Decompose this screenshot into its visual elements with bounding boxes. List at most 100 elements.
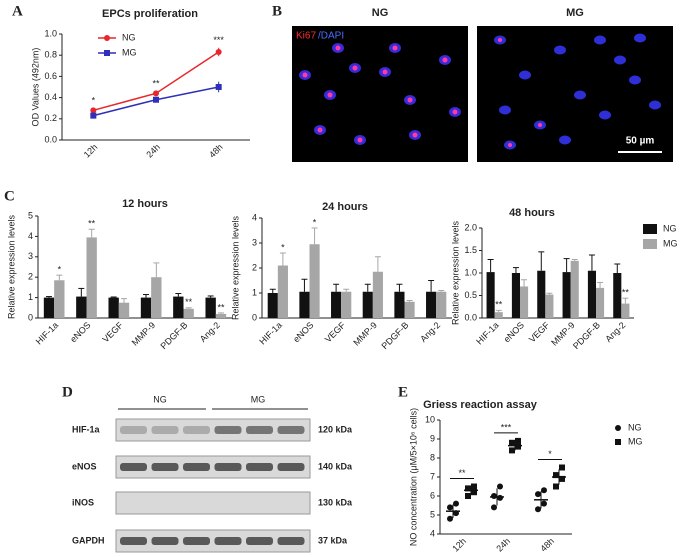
bar [118,302,130,318]
marker [553,483,559,490]
x-tick-label: eNOS [502,320,526,344]
x-tick-label: 24h [144,142,162,160]
x-tick-label: PDGF-B [571,320,602,351]
annotation: * [58,265,62,275]
annotation: * [281,242,285,252]
bar [362,291,373,318]
ki67 [508,143,512,147]
ki67 [407,97,413,103]
bar [173,296,184,318]
ki67 [327,92,333,98]
marker [535,491,541,498]
marker [541,487,547,494]
marker [615,425,621,431]
bar [613,273,622,318]
panel-label: D [62,384,73,400]
x-tick-label: MMP-9 [351,320,379,348]
legend-label: MG [663,238,678,248]
band [277,537,305,545]
y-tick-label: 0.8 [44,50,57,60]
annotation: ** [217,302,225,312]
legend-label: NG [122,32,136,42]
cells [299,33,661,150]
y-tick-label: 10 [425,414,435,424]
blot-strip [115,418,311,442]
band [120,463,147,471]
panel-label: E [398,384,408,400]
bar [511,273,520,318]
bar [140,297,152,318]
bar [215,313,227,318]
band [246,426,273,434]
legend-swatch [643,239,657,249]
y-tick-label: 8 [430,452,435,462]
y-tick-label: 2 [28,272,33,282]
y-tick-label: 0.2 [44,113,57,123]
bar [426,291,437,318]
bar [562,272,571,318]
marker [497,483,503,490]
band [183,537,210,545]
bar [520,286,529,318]
nucleus [634,33,646,43]
band [151,537,179,545]
bar [205,297,216,318]
annotation: ** [495,300,503,310]
nucleus [629,75,641,85]
y-tick-label: 5 [430,509,435,519]
y-tick-label: 3 [28,251,33,261]
bar [183,308,194,318]
marker [465,485,471,492]
image-label: MG [566,7,584,19]
row-label: eNOS [72,461,97,471]
x-tick-label: Ang-2 [603,320,627,344]
bar [331,291,342,318]
x-tick-label: HIF-1a [474,320,501,347]
marker [615,439,621,445]
stain-label: Ki67 [296,31,316,42]
ki67 [357,137,363,143]
nucleus [599,110,611,120]
y-axis-label: OD Values (492nm) [30,48,40,127]
size-label: 120 kDa [318,424,353,434]
y-tick-label: 9 [430,433,435,443]
marker [491,504,497,511]
ki67 [382,69,388,75]
nucleus [554,45,566,55]
bar [76,296,87,318]
y-tick-label: 4 [28,231,33,241]
annotation: ** [88,219,96,229]
ki67 [317,127,323,133]
marker [509,447,515,454]
band [120,426,147,434]
marker [453,500,459,507]
x-tick-label: 48h [207,142,225,160]
nucleus [574,90,586,100]
annotation: ** [152,79,160,89]
y-tick-label: 4 [252,212,257,222]
marker [465,493,471,499]
ki67 [538,123,542,127]
scale-bar-label: 50 µm [626,136,655,147]
bar [267,293,278,318]
band [277,426,305,434]
y-tick-label: 7 [430,471,435,481]
y-tick-label: 4 [430,528,435,538]
marker [153,90,159,97]
legend-label: NG [663,223,677,233]
annotation: ** [458,468,466,478]
nucleus [499,105,511,115]
marker [104,35,110,41]
legend-label: NG [628,422,642,432]
size-label: 140 kDa [318,461,353,471]
y-tick-label: 0.0 [464,312,477,322]
legend-label: MG [628,436,643,446]
bar [86,237,97,318]
x-tick-label: eNOS [291,320,315,344]
marker [90,107,97,114]
blot-strip [115,529,311,553]
bar [621,303,630,318]
y-tick-label: 5 [28,210,33,220]
nucleus [614,55,626,65]
